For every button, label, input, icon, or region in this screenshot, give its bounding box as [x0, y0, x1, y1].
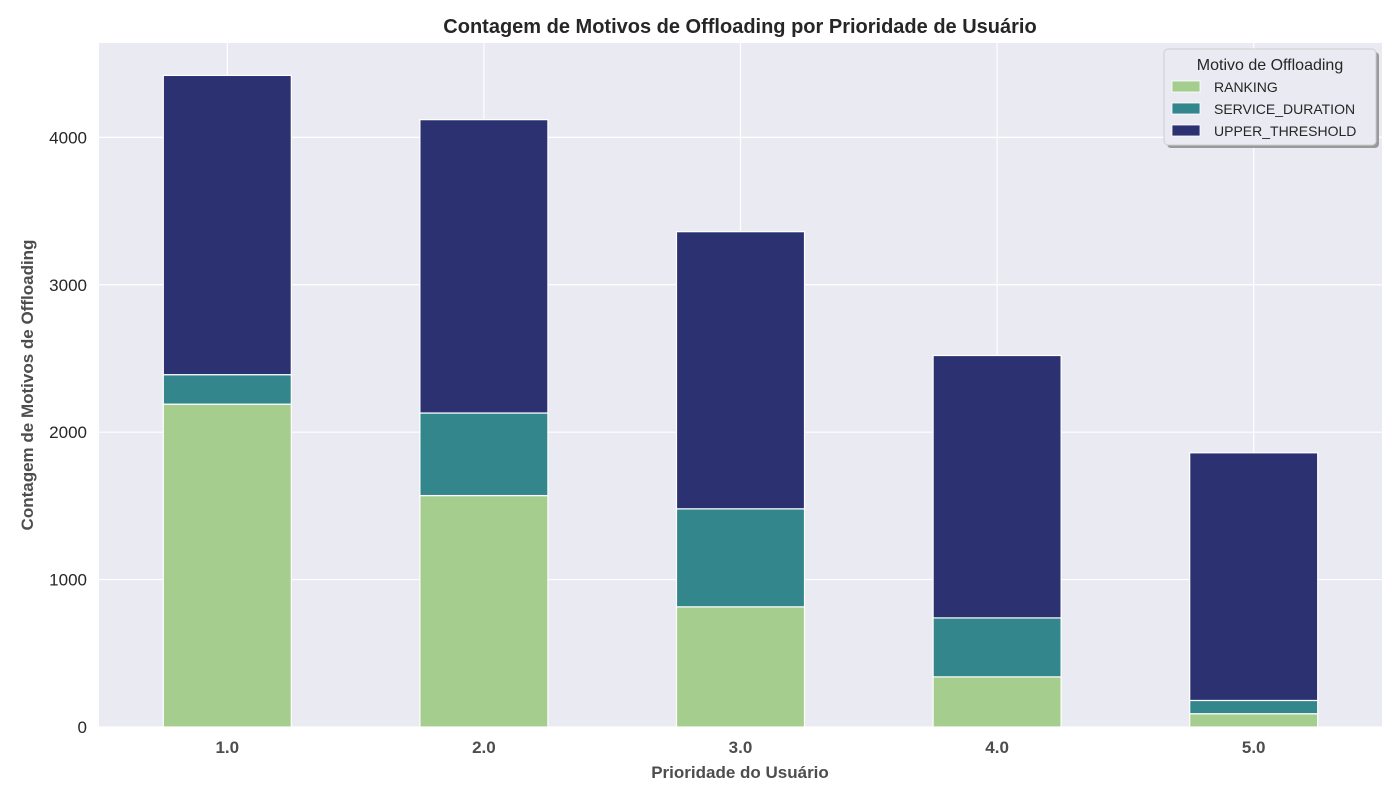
x-tick-label: 3.0: [729, 738, 753, 757]
legend-box: [1163, 48, 1377, 146]
y-axis-label: Contagem de Motivos de Offloading: [18, 240, 37, 531]
bar-service-duration-1: [162, 374, 292, 405]
legend-items: RANKING SERVICE_DURATION UPPER_THRESHOLD: [1171, 79, 1356, 139]
legend-swatch: [1171, 124, 1201, 137]
bar-upper-threshold-4: [932, 354, 1062, 619]
bars: [162, 74, 1319, 728]
bar-service-duration-2: [419, 412, 549, 497]
bar-ranking-1: [162, 403, 292, 728]
y-tick-label: 4000: [49, 128, 87, 147]
chart-title: Contagem de Motivos de Offloading por Pr…: [443, 16, 1036, 38]
y-tick-label: 0: [78, 718, 87, 737]
legend-label: SERVICE_DURATION: [1214, 101, 1355, 117]
legend: Motivo de Offloading RANKING SERVICE_DURA…: [1163, 48, 1379, 148]
legend-label: UPPER_THRESHOLD: [1214, 123, 1356, 139]
bar-upper-threshold-3: [675, 231, 806, 510]
legend-swatch: [1171, 102, 1201, 115]
bar-ranking-2: [419, 494, 549, 728]
x-tick-label: 2.0: [472, 738, 496, 757]
bar-ranking-5: [1189, 713, 1319, 728]
y-tick-labels: 0 1000 2000 3000 4000: [49, 128, 87, 737]
legend-title: Motivo de Offloading: [1197, 57, 1343, 74]
x-tick-label: 1.0: [215, 738, 239, 757]
bar-upper-threshold-5: [1189, 452, 1319, 702]
x-tick-labels: 1.0 2.0 3.0 4.0 5.0: [215, 738, 1265, 757]
legend-label: RANKING: [1214, 79, 1278, 95]
bar-service-duration-4: [932, 617, 1062, 678]
bar-service-duration-5: [1189, 699, 1319, 715]
y-tick-label: 1000: [49, 571, 87, 590]
bar-upper-threshold-1: [162, 74, 292, 376]
bar-ranking-4: [932, 676, 1062, 728]
x-tick-label: 5.0: [1242, 738, 1266, 757]
y-tick-label: 3000: [49, 276, 87, 295]
bar-service-duration-3: [675, 508, 806, 608]
y-tick-label: 2000: [49, 423, 87, 442]
x-tick-label: 4.0: [985, 738, 1009, 757]
x-axis-label: Prioridade do Usuário: [651, 763, 829, 782]
bar-upper-threshold-2: [419, 119, 549, 414]
bar-ranking-3: [675, 606, 806, 728]
legend-swatch: [1171, 80, 1201, 93]
